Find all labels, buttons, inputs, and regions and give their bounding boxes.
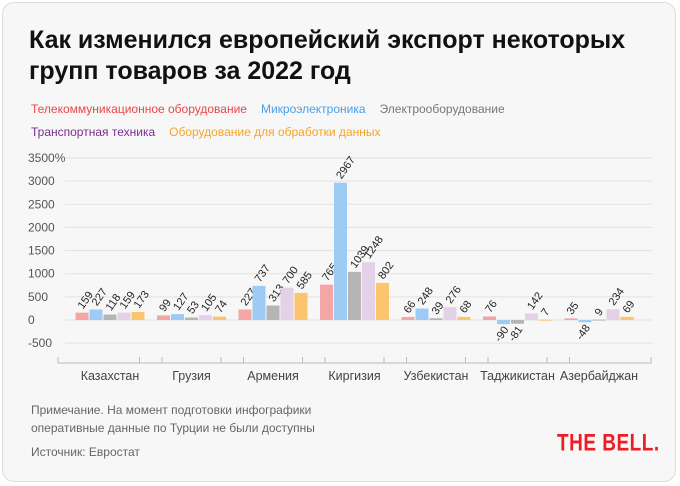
bar <box>280 287 294 320</box>
group-bracket <box>57 357 163 364</box>
bar <box>157 315 170 320</box>
data-label: 76 <box>483 298 500 315</box>
bar <box>578 320 592 323</box>
chart-card: Как изменился европейский экспорт некото… <box>2 2 676 482</box>
bar <box>525 313 538 320</box>
group-bracket <box>465 357 570 364</box>
legend: Телекоммуникационное оборудование Микроэл… <box>31 98 519 144</box>
title-line-1: Как изменился европейский экспорт некото… <box>29 26 626 54</box>
bar <box>564 318 578 320</box>
x-tick-label: Узбекистан <box>404 369 469 383</box>
legend-item-0: Телекоммуникационное оборудование <box>31 102 247 116</box>
y-tick-label: 2000 <box>28 220 55 234</box>
note: Примечание. На момент подготовки инфогра… <box>31 401 315 437</box>
x-tick-label: Таджикистан <box>480 369 555 383</box>
bar <box>483 316 496 320</box>
group-bracket <box>139 357 244 364</box>
x-tick-label: Армения <box>247 369 299 383</box>
y-tick-label: 500 <box>28 290 48 304</box>
data-label: 35 <box>565 300 582 317</box>
bar <box>606 309 620 320</box>
bar <box>443 307 457 320</box>
y-tick-label: 3000 <box>28 174 55 188</box>
bar <box>294 292 308 320</box>
x-tick-label: Казахстан <box>81 369 140 383</box>
bar <box>185 317 198 320</box>
y-tick-label: -500 <box>28 336 52 350</box>
legend-item-3: Транспортная техника <box>31 125 156 139</box>
bar <box>415 308 429 320</box>
bar <box>429 318 443 320</box>
legend-item-1: Микроэлектроника <box>260 102 366 116</box>
x-tick-label: Грузия <box>172 369 211 383</box>
data-label: 99 <box>157 297 174 314</box>
x-tick-label: Киргизия <box>328 369 380 383</box>
y-tick-label: 1500 <box>28 244 55 258</box>
bar <box>334 182 347 320</box>
bar <box>89 309 103 320</box>
bar <box>103 314 117 320</box>
data-label: 66 <box>402 299 419 316</box>
the-bell-logo: THE BELL. <box>557 430 660 457</box>
y-tick-label: 1000 <box>28 267 55 281</box>
bar <box>592 319 606 321</box>
bar <box>199 315 212 320</box>
data-label: -81 <box>507 324 526 344</box>
group-bracket <box>546 357 652 364</box>
data-label: 737 <box>253 263 273 285</box>
group-bracket <box>383 357 489 364</box>
bar <box>213 316 226 320</box>
bar <box>238 309 252 320</box>
y-tick-label: 0 <box>28 313 35 327</box>
bar <box>131 311 145 320</box>
legend-item-4: Оборудование для обработки данных <box>169 125 381 139</box>
group-bracket <box>220 357 326 364</box>
bar <box>266 305 280 320</box>
group-bracket <box>302 357 407 364</box>
x-tick-label: Азербайджан <box>560 369 638 383</box>
bar <box>171 314 184 320</box>
source: Источник: Евростат <box>31 445 140 459</box>
bar <box>401 316 415 320</box>
bar <box>511 320 524 324</box>
bar <box>539 319 552 321</box>
bar <box>117 312 131 320</box>
data-label: 7 <box>539 306 552 318</box>
bar <box>457 316 471 320</box>
data-label: 39 <box>430 300 447 317</box>
y-tick-label: 3500% <box>28 151 66 165</box>
bar <box>75 312 89 320</box>
chart-title: Как изменился европейский экспорт некото… <box>29 25 649 87</box>
data-label: 173 <box>132 289 152 311</box>
bar <box>620 316 634 320</box>
bar <box>348 271 361 320</box>
data-label: 9 <box>593 306 606 318</box>
data-label: 68 <box>458 299 475 316</box>
data-label: 802 <box>376 260 396 282</box>
data-label: 74 <box>213 298 230 315</box>
legend-item-2: Электрооборудование <box>379 102 505 116</box>
data-label: 69 <box>621 299 638 316</box>
bar <box>320 284 333 320</box>
bar <box>362 262 375 320</box>
bar <box>376 282 389 320</box>
data-label: 53 <box>185 299 202 316</box>
bar <box>497 320 510 325</box>
y-tick-label: 2500 <box>28 197 55 211</box>
note-line-1: Примечание. На момент подготовки инфогра… <box>31 403 312 417</box>
data-label: 1248 <box>362 234 386 261</box>
data-label: -48 <box>574 323 593 343</box>
title-line-2: групп товаров за 2022 год <box>29 57 351 85</box>
bar <box>252 285 266 320</box>
note-line-2: оперативные данные по Турции не были дос… <box>31 421 315 435</box>
